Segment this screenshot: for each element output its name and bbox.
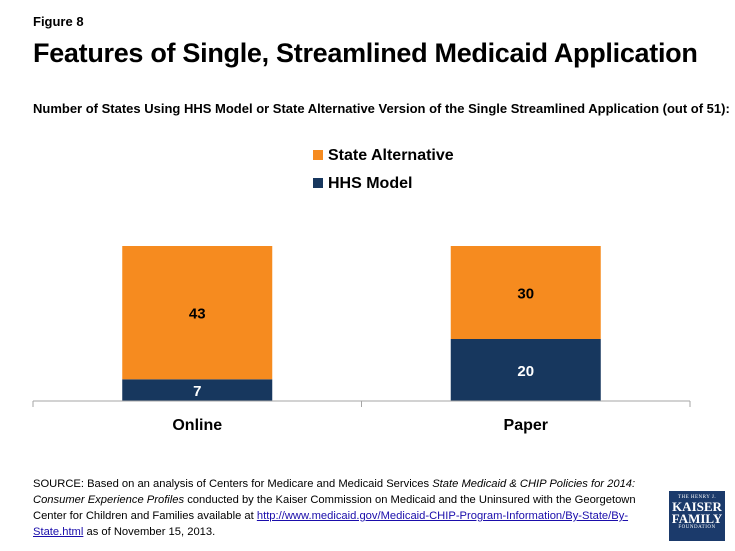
legend-label-hhs-model: HHS Model xyxy=(328,175,412,192)
logo-line4: FOUNDATION xyxy=(678,525,716,530)
logo-line3: FAMILY xyxy=(671,511,723,526)
legend-label-state-alternative: State Alternative xyxy=(328,147,454,164)
source-link[interactable]: http://www.medicaid.gov/Medicaid-CHIP-Pr… xyxy=(33,510,629,538)
bar-paper-hhs-model xyxy=(450,339,601,401)
stacked-bar-chart: State Alternative HHS Model 7 43 20 30 Onlin… xyxy=(32,147,691,434)
bar-paper-state-alternative xyxy=(450,246,601,339)
data-label-paper-hhs-model: 20 xyxy=(517,363,534,380)
x-tick-label-paper: Paper xyxy=(504,417,548,434)
kff-logo: THE HENRY J. KAISER FAMILY FOUNDATION xyxy=(669,491,725,541)
x-tick-label-online: Online xyxy=(172,417,222,434)
bar-online-hhs-model xyxy=(122,379,273,401)
bar-online-state-alternative xyxy=(122,246,273,380)
source-suffix: as of November 15, 2013. xyxy=(83,526,216,538)
logo-line2: KAISER xyxy=(672,499,722,514)
source-note: SOURCE: Based on an analysis of Centers … xyxy=(33,476,663,540)
data-label-online-hhs-model: 7 xyxy=(193,383,201,400)
source-italic: State Medicaid & CHIP Policies for 2014:… xyxy=(33,478,636,506)
legend-swatch-state-alternative xyxy=(313,150,323,160)
chart-bars: 7 43 20 30 xyxy=(122,246,601,401)
x-axis: Online Paper xyxy=(32,400,691,434)
legend-swatch-hhs-model xyxy=(313,178,323,188)
chart-legend: State Alternative HHS Model xyxy=(313,147,454,192)
figure-label: Figure 8 xyxy=(33,14,84,29)
data-label-paper-state-alternative: 30 xyxy=(517,286,534,303)
logo-line1: THE HENRY J. xyxy=(677,495,717,500)
chart-subtitle: Number of States Using HHS Model or Stat… xyxy=(33,101,730,116)
data-label-online-state-alternative: 43 xyxy=(189,306,206,323)
source-middle: conducted by the Kaiser Commission on Me… xyxy=(33,494,636,522)
page-title: Features of Single, Streamlined Medicaid… xyxy=(33,38,698,68)
source-prefix: SOURCE: Based on an analysis of Centers … xyxy=(33,478,433,490)
